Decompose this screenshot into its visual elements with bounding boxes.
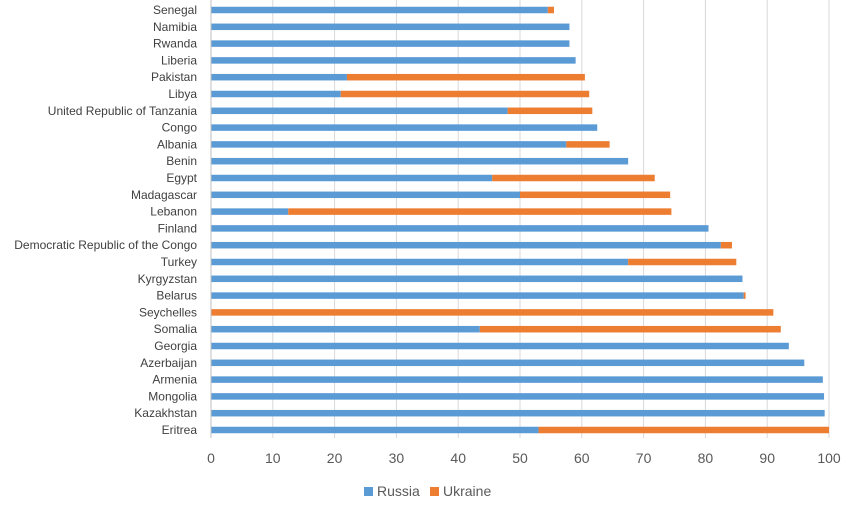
category-label-madagascar: Madagascar <box>131 188 197 202</box>
bar-russia-turkey <box>211 258 629 266</box>
bar-russia-democratic-republic-of-the-congo <box>211 241 721 249</box>
bar-russia-eritrea <box>211 426 539 434</box>
legend-swatch-ukraine <box>430 487 439 496</box>
legend-swatch-russia <box>364 487 373 496</box>
bar-russia-albania <box>211 141 567 148</box>
bar-ukraine-democratic-republic-of-the-congo <box>720 241 732 249</box>
category-label-mongolia: Mongolia <box>148 389 197 403</box>
x-tick-label: 30 <box>389 450 405 466</box>
bar-russia-kyrgyzstan <box>211 275 743 283</box>
category-label-senegal: Senegal <box>153 3 197 17</box>
bar-russia-egypt <box>211 174 493 182</box>
category-label-eritrea: Eritrea <box>162 423 198 437</box>
bar-russia-kazakhstan <box>211 409 825 417</box>
legend: Russia Ukraine <box>364 483 491 499</box>
bar-russia-namibia <box>211 23 570 31</box>
category-label-egypt: Egypt <box>166 171 197 185</box>
category-label-kyrgyzstan: Kyrgyzstan <box>138 272 197 286</box>
category-label-belarus: Belarus <box>156 289 197 303</box>
category-label-rwanda: Rwanda <box>153 37 197 51</box>
category-label-armenia: Armenia <box>152 373 197 387</box>
category-label-finland: Finland <box>158 221 197 235</box>
x-axis-tick-labels: 0 10 20 30 40 50 60 70 80 90 100 <box>207 450 841 466</box>
bar-ukraine-egypt <box>492 174 655 182</box>
category-label-congo: Congo <box>162 121 198 135</box>
bars <box>211 6 829 434</box>
bar-russia-azerbaijan <box>211 359 805 367</box>
x-tick-label: 40 <box>450 450 466 466</box>
bar-ukraine-libya <box>340 90 590 98</box>
x-tick-label: 70 <box>636 450 652 466</box>
category-label-georgia: Georgia <box>154 339 197 353</box>
x-tick-label: 0 <box>207 450 215 466</box>
bar-russia-belarus <box>211 292 744 299</box>
category-label-pakistan: Pakistan <box>151 70 197 84</box>
category-label-namibia: Namibia <box>153 20 197 34</box>
category-label-turkey: Turkey <box>161 255 197 269</box>
bar-ukraine-turkey <box>628 258 737 266</box>
category-label-lebanon: Lebanon <box>150 205 197 219</box>
bar-ukraine-somalia <box>479 325 781 333</box>
category-label-liberia: Liberia <box>161 53 197 67</box>
bar-russia-lebanon <box>211 208 289 215</box>
bar-russia-rwanda <box>211 40 570 47</box>
gridlines <box>272 0 830 438</box>
x-tick-label: 60 <box>574 450 590 466</box>
bar-russia-pakistan <box>211 73 347 81</box>
legend-label-russia: Russia <box>377 483 420 499</box>
bar-ukraine-lebanon <box>288 208 672 215</box>
bar-ukraine-belarus <box>743 292 746 299</box>
category-label-libya: Libya <box>168 87 197 101</box>
category-label-united-republic-of-tanzania: United Republic of Tanzania <box>48 104 198 118</box>
bar-russia-united-republic-of-tanzania <box>211 107 508 115</box>
bar-russia-libya <box>211 90 341 98</box>
x-tick-label: 50 <box>512 450 528 466</box>
bar-ukraine-senegal <box>547 6 554 14</box>
category-labels: Senegal Namibia Rwanda Liberia Pakistan Libya… <box>14 3 197 437</box>
bar-ukraine-pakistan <box>346 73 585 81</box>
category-label-azerbaijan: Azerbaijan <box>140 356 197 370</box>
bar-russia-armenia <box>211 376 823 383</box>
bar-russia-georgia <box>211 342 789 350</box>
x-tick-label: 100 <box>817 450 841 466</box>
bar-russia-somalia <box>211 325 480 333</box>
bar-russia-benin <box>211 157 629 165</box>
bar-ukraine-eritrea <box>538 426 829 434</box>
category-label-albania: Albania <box>157 137 197 151</box>
category-label-democratic-republic-of-the-congo: Democratic Republic of the Congo <box>14 238 197 252</box>
bar-ukraine-seychelles <box>211 309 774 316</box>
legend-label-ukraine: Ukraine <box>443 483 491 499</box>
category-label-kazakhstan: Kazakhstan <box>134 406 197 420</box>
bar-ukraine-madagascar <box>520 191 671 199</box>
category-label-somalia: Somalia <box>154 322 198 336</box>
x-tick-label: 90 <box>759 450 775 466</box>
bar-russia-congo <box>211 124 598 131</box>
bar-ukraine-albania <box>566 141 610 148</box>
bar-ukraine-united-republic-of-tanzania <box>507 107 593 115</box>
category-label-seychelles: Seychelles <box>139 305 197 319</box>
bar-russia-mongolia <box>211 393 825 400</box>
x-tick-label: 20 <box>327 450 343 466</box>
bar-russia-finland <box>211 225 709 232</box>
bar-russia-senegal <box>211 6 548 14</box>
bar-russia-liberia <box>211 57 576 64</box>
x-tick-label: 80 <box>698 450 714 466</box>
category-label-benin: Benin <box>166 154 197 168</box>
x-tick-label: 10 <box>265 450 281 466</box>
bar-russia-madagascar <box>211 191 520 199</box>
